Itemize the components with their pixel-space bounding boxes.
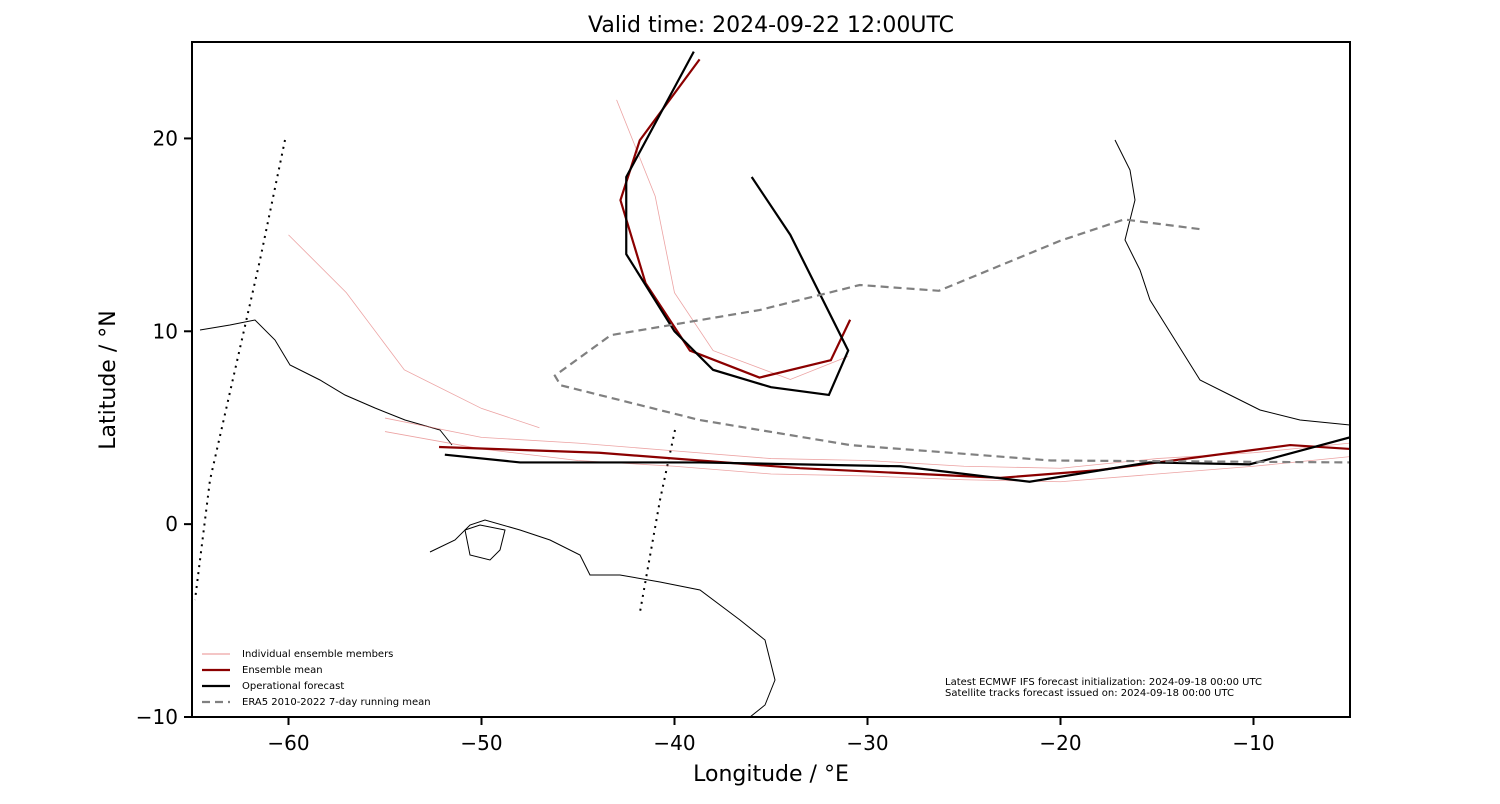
x-tick-label: −30: [846, 731, 888, 755]
ensemble-member-line: [384, 431, 1350, 483]
legend-label: Ensemble mean: [242, 665, 323, 676]
ensemble-member-line: [616, 99, 849, 380]
chart-title: Valid time: 2024-09-22 12:00UTC: [588, 13, 954, 38]
series-line: [444, 436, 1350, 483]
ensemble-member-line: [288, 234, 540, 429]
x-tick-label: −60: [267, 731, 309, 755]
plot-frame: [191, 41, 1351, 718]
coastline: [464, 524, 506, 561]
series-line: [625, 51, 850, 397]
y-tick-label: 20: [153, 126, 178, 150]
x-tick-label: −20: [1039, 731, 1081, 755]
coastline: [429, 519, 776, 717]
x-tick-label: −50: [460, 731, 502, 755]
legend-label: ERA5 2010-2022 7-day running mean: [242, 697, 431, 708]
y-tick-label: −10: [136, 705, 178, 729]
legend-label: Individual ensemble members: [242, 649, 393, 660]
annotation: Latest ECMWF IFS forecast initialization…: [945, 677, 1262, 688]
y-tick-label: 0: [165, 512, 178, 536]
x-axis-label: Longitude / °E: [693, 762, 849, 787]
y-axis-label: Latitude / °N: [96, 310, 121, 449]
annotation: Satellite tracks forecast issued on: 202…: [945, 688, 1234, 699]
satellite-track: [639, 429, 676, 613]
series-line: [619, 58, 852, 379]
coastline: [199, 319, 453, 446]
coastline: [1114, 139, 1350, 426]
basemap: [194, 139, 1350, 717]
x-tick-label: −10: [1232, 731, 1274, 755]
satellite-track: [194, 139, 286, 601]
ensemble-member-line: [384, 417, 1350, 469]
legend-label: Operational forecast: [242, 681, 344, 692]
y-tick-label: 10: [153, 319, 178, 343]
x-tick-label: −40: [653, 731, 695, 755]
data-lines: [288, 51, 1350, 483]
series-line: [553, 218, 1350, 464]
